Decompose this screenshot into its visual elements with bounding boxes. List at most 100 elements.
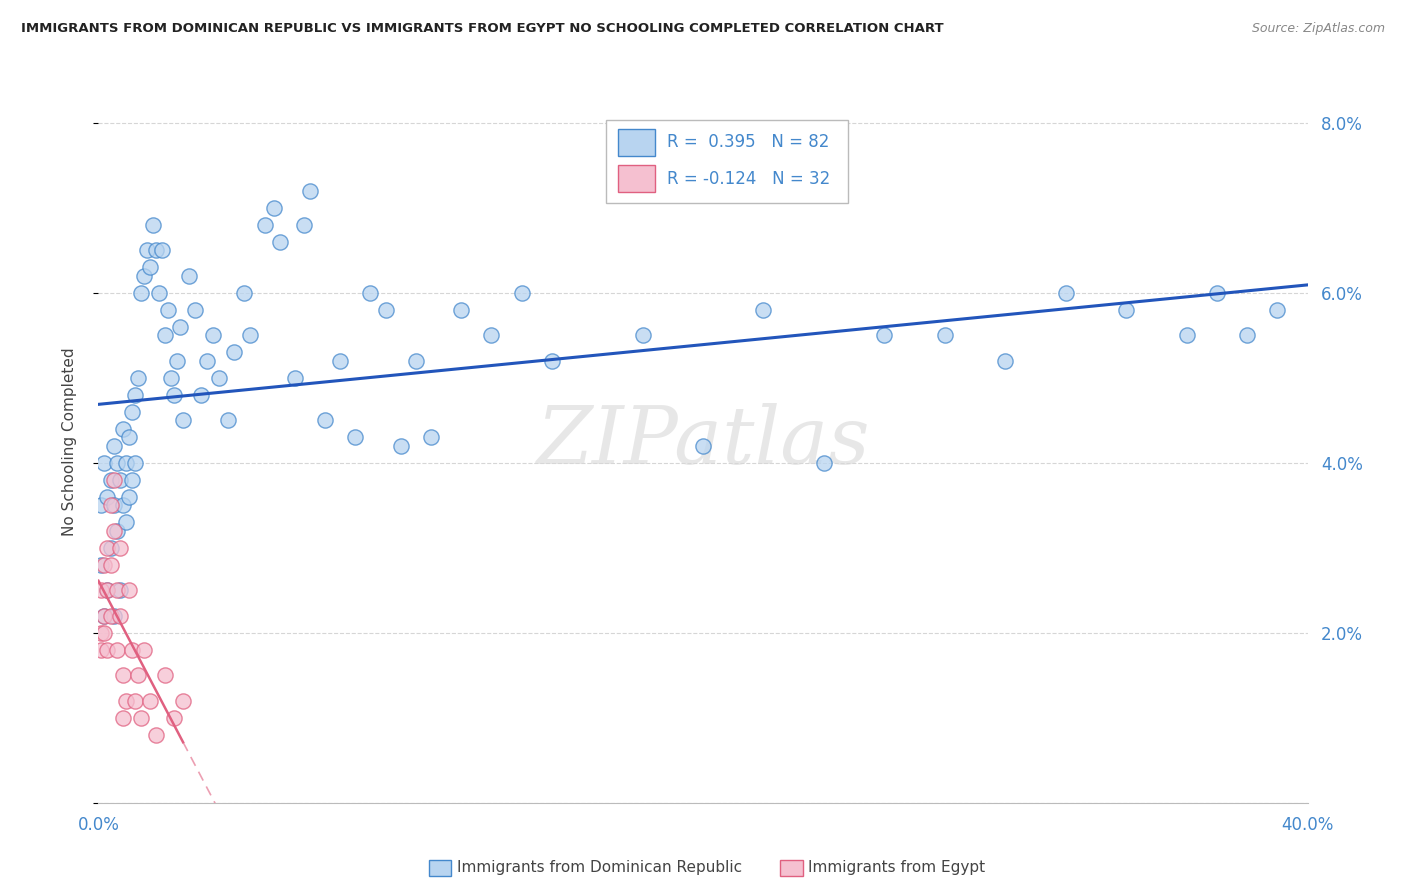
Point [114, 456, 136, 470]
Point [114, 694, 136, 708]
Text: Immigrants from Egypt: Immigrants from Egypt [808, 860, 986, 874]
Point [344, 430, 367, 444]
Point [224, 345, 246, 359]
Point [153, 328, 176, 343]
Point [96, 541, 118, 555]
Point [100, 541, 122, 555]
Point [195, 353, 218, 368]
Point [93, 608, 115, 623]
Point [90, 583, 112, 598]
Point [239, 328, 262, 343]
Point [105, 456, 128, 470]
Point [148, 285, 170, 300]
Point [1054, 285, 1077, 300]
Point [129, 285, 152, 300]
Text: ZIPatlas: ZIPatlas [536, 403, 870, 480]
Point [121, 642, 143, 657]
Point [93, 608, 115, 623]
Point [118, 430, 141, 444]
Point [118, 490, 141, 504]
Text: Immigrants from Dominican Republic: Immigrants from Dominican Republic [457, 860, 742, 874]
Point [139, 260, 162, 275]
Point [96, 583, 118, 598]
Point [127, 371, 149, 385]
Point [873, 328, 896, 343]
Point [299, 184, 322, 198]
Point [108, 473, 131, 487]
Point [105, 642, 128, 657]
Point [127, 668, 149, 682]
Point [631, 328, 654, 343]
Point [139, 694, 162, 708]
Point [132, 268, 155, 283]
Point [405, 353, 427, 368]
Point [96, 583, 118, 598]
Point [172, 694, 194, 708]
Point [329, 353, 352, 368]
Point [108, 541, 131, 555]
Point [481, 328, 503, 343]
Y-axis label: No Schooling Completed: No Schooling Completed [62, 347, 77, 536]
Point [90, 642, 112, 657]
Point [90, 498, 112, 512]
Point [160, 371, 183, 385]
Point [121, 473, 143, 487]
Point [1267, 302, 1289, 317]
Point [145, 728, 167, 742]
Point [93, 456, 115, 470]
Point [994, 353, 1017, 368]
Point [450, 302, 472, 317]
Point [145, 244, 167, 258]
Point [190, 388, 212, 402]
Point [208, 371, 231, 385]
Point [132, 642, 155, 657]
Point [420, 430, 443, 444]
Point [135, 244, 157, 258]
Point [124, 694, 146, 708]
Point [166, 353, 188, 368]
Point [1115, 302, 1137, 317]
Point [150, 244, 173, 258]
Point [156, 302, 179, 317]
Point [111, 422, 134, 436]
Point [103, 524, 125, 538]
FancyBboxPatch shape [619, 165, 655, 193]
Point [269, 235, 291, 249]
Point [111, 668, 134, 682]
Point [184, 302, 207, 317]
Text: IMMIGRANTS FROM DOMINICAN REPUBLIC VS IMMIGRANTS FROM EGYPT NO SCHOOLING COMPLET: IMMIGRANTS FROM DOMINICAN REPUBLIC VS IM… [21, 22, 943, 36]
Point [142, 218, 165, 232]
Point [172, 413, 194, 427]
Text: R = -0.124   N = 32: R = -0.124 N = 32 [666, 169, 830, 187]
Point [163, 388, 186, 402]
Point [100, 473, 122, 487]
Point [692, 439, 714, 453]
Point [124, 456, 146, 470]
FancyBboxPatch shape [619, 128, 655, 156]
Point [169, 319, 191, 334]
Point [163, 711, 186, 725]
Point [124, 388, 146, 402]
Point [217, 413, 239, 427]
Point [292, 218, 315, 232]
Point [934, 328, 956, 343]
Point [108, 583, 131, 598]
Point [108, 608, 131, 623]
Text: Source: ZipAtlas.com: Source: ZipAtlas.com [1251, 22, 1385, 36]
Point [1236, 328, 1258, 343]
Point [114, 516, 136, 530]
Point [103, 498, 125, 512]
Text: R =  0.395   N = 82: R = 0.395 N = 82 [666, 134, 830, 152]
Point [389, 439, 412, 453]
Point [100, 608, 122, 623]
Point [1175, 328, 1198, 343]
Point [360, 285, 382, 300]
Point [510, 285, 533, 300]
Point [202, 328, 225, 343]
Point [96, 642, 118, 657]
Point [103, 473, 125, 487]
Point [105, 583, 128, 598]
Point [121, 405, 143, 419]
Point [253, 218, 276, 232]
Point [100, 558, 122, 572]
